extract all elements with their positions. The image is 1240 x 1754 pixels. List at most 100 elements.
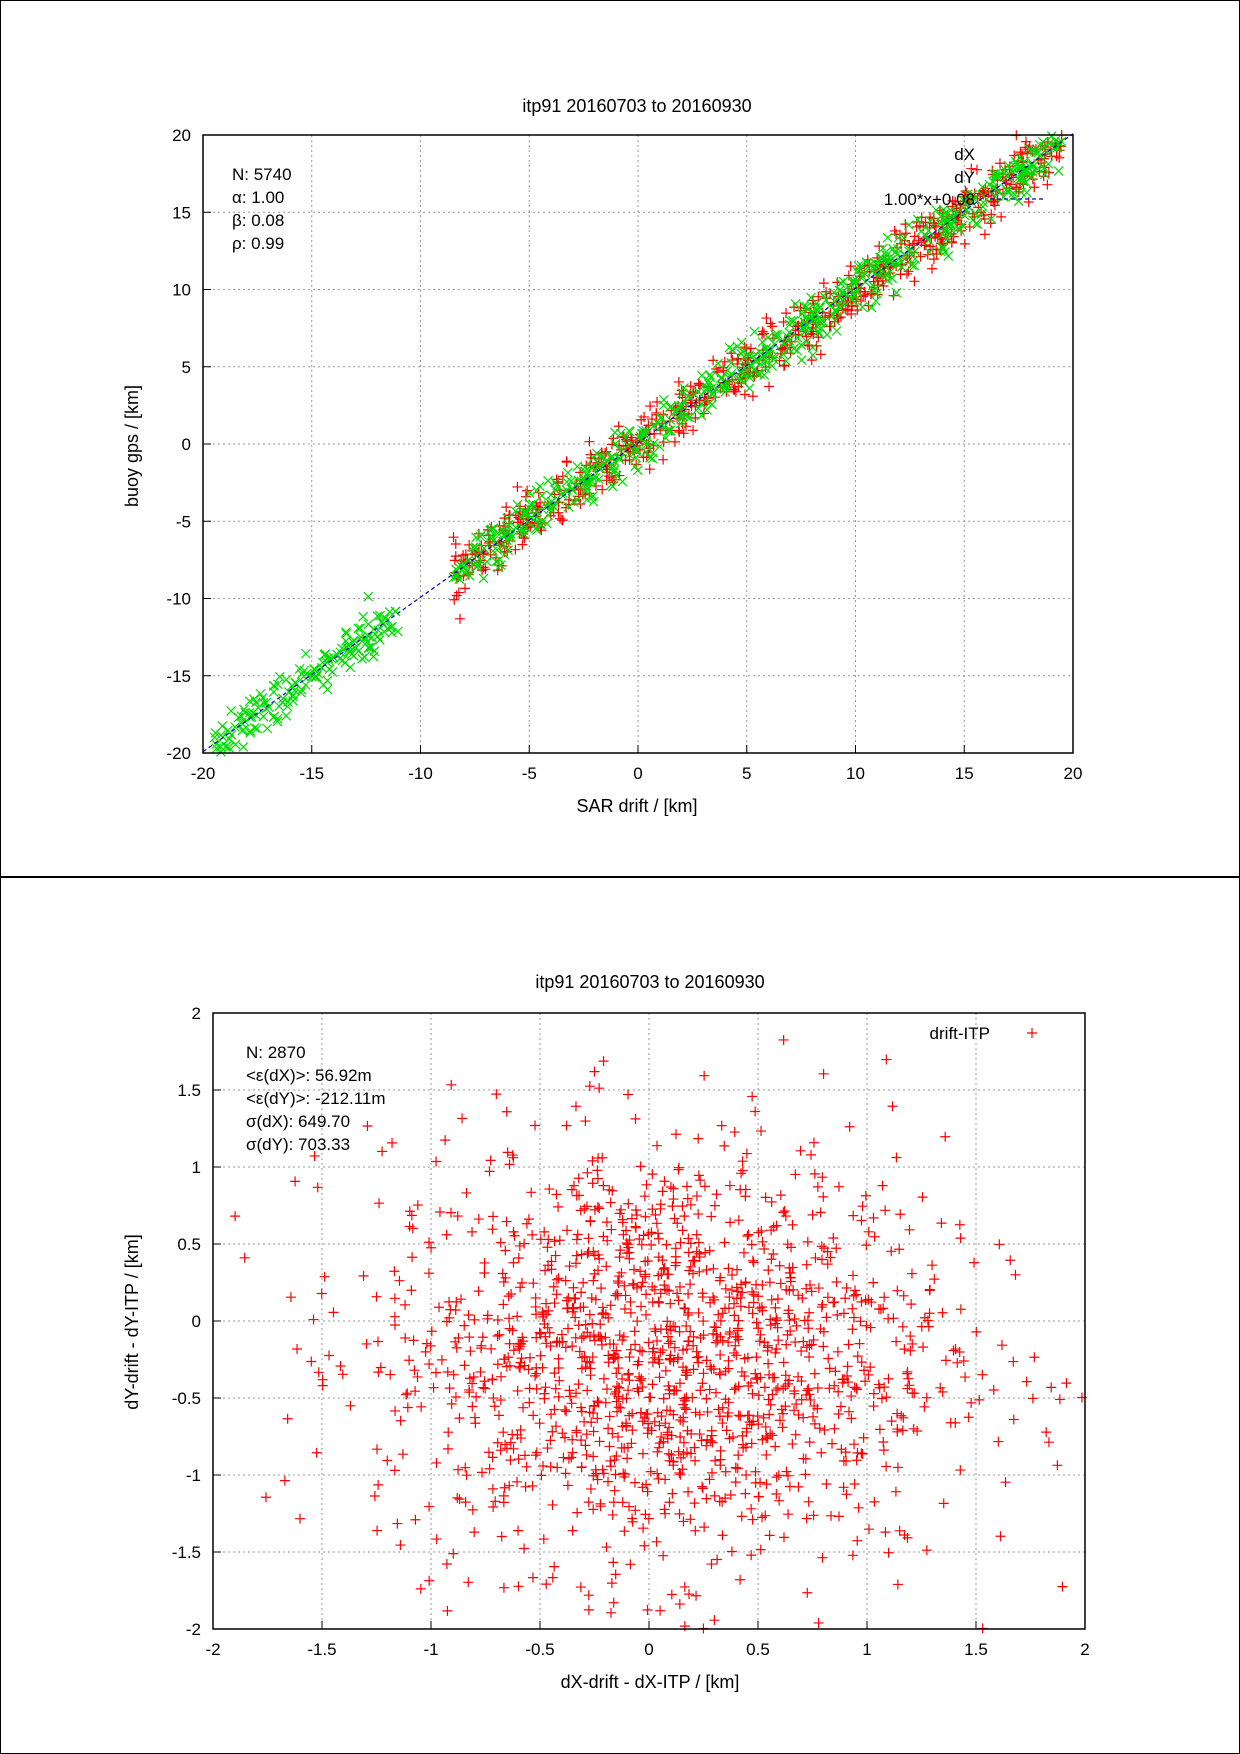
data-point-drift-itp [671,1129,682,1140]
data-point-drift-itp [789,1388,800,1399]
data-point-drift-itp [849,1479,860,1490]
data-point-drift-itp [806,1149,817,1160]
data-point-drift-itp [875,1304,886,1315]
data-point-drift-itp [726,1285,737,1296]
data-point-drift-itp [390,1405,401,1416]
data-point-drift-itp [588,1451,599,1462]
data-point-drift-itp [583,1590,594,1601]
data-point-drift-itp [540,1265,551,1276]
data-point-dy [801,336,812,347]
data-point-dx [932,232,943,243]
data-point-drift-itp [771,1385,782,1396]
data-point-drift-itp [921,1392,932,1403]
data-point-dy [754,369,765,380]
data-point-drift-itp [601,1217,612,1228]
data-point-dy [369,646,380,657]
data-point-drift-itp [506,1288,517,1299]
data-point-dy [274,671,285,682]
data-point-drift-itp [723,1337,734,1348]
data-point-drift-itp [373,1336,383,1347]
data-point-drift-itp [573,1379,584,1390]
data-point-dy [1029,146,1040,157]
data-point-drift-itp [881,1054,892,1065]
data-point-drift-itp [571,1234,582,1245]
data-point-drift-itp [840,1293,851,1304]
data-point-drift-itp [801,1259,812,1270]
data-point-dy [380,613,390,624]
data-point-drift-itp [873,1379,884,1390]
data-point-dy [1022,165,1033,175]
data-point-dy [702,405,713,415]
data-point-drift-itp [660,1508,671,1519]
data-point-drift-itp [898,1290,909,1301]
data-point-dy [724,342,735,353]
data-point-dy [957,220,968,231]
data-point-dy [591,448,602,459]
data-point-drift-itp [865,1362,876,1373]
data-point-drift-itp [630,1113,641,1124]
data-point-dy [322,675,333,686]
data-point-dx [464,539,475,550]
data-point-drift-itp [611,1396,622,1407]
data-point-drift-itp [431,1367,442,1378]
data-point-drift-itp [808,1411,819,1422]
data-point-drift-itp [821,1312,832,1323]
data-point-drift-itp [639,1191,650,1202]
x-tick-label: -2 [205,1640,220,1659]
data-point-drift-itp [746,1239,757,1250]
data-point-drift-itp [535,1234,546,1245]
data-point-dy [706,382,717,393]
data-point-drift-itp [475,1366,486,1377]
data-point-drift-itp [609,1388,620,1399]
data-point-dy [683,391,694,402]
data-point-drift-itp [630,1204,641,1215]
data-point-drift-itp [641,1409,652,1420]
data-point-drift-itp [815,1207,826,1218]
data-point-drift-itp [848,1270,859,1281]
data-point-dx [674,427,685,438]
data-point-dx [551,474,562,485]
legend-sample-dx [1017,149,1027,159]
data-point-drift-itp [673,1446,684,1457]
data-point-drift-itp [806,1286,817,1297]
data-point-drift-itp [467,1226,478,1237]
data-point-dy [358,611,369,622]
data-point-drift-itp [712,1554,723,1565]
data-point-drift-itp [660,1365,671,1376]
data-point-drift-itp [659,1280,670,1291]
data-point-dx [669,436,680,447]
data-point-dy [912,214,923,225]
data-point-dy [568,497,579,508]
data-point-drift-itp [743,1302,754,1313]
data-point-drift-itp [627,1425,638,1436]
data-point-drift-itp [804,1307,815,1318]
data-point-dy [891,287,902,298]
data-point-drift-itp [635,1161,646,1172]
data-point-drift-itp [601,1542,612,1553]
data-point-dx [909,276,920,287]
data-point-drift-itp [710,1455,721,1466]
data-point-drift-itp [572,1229,583,1240]
data-point-drift-itp [613,1402,624,1413]
data-point-drift-itp [819,1424,830,1435]
data-point-dy [593,462,604,473]
data-point-dy [978,201,988,212]
data-point-drift-itp [431,1156,442,1167]
data-point-drift-itp [733,1334,744,1345]
data-point-drift-itp [753,1323,764,1334]
data-point-drift-itp [544,1327,555,1338]
data-point-drift-itp [690,1455,701,1466]
data-point-dy [744,372,755,383]
data-point-drift-itp [746,1438,757,1449]
data-point-dx [874,241,885,252]
data-point-dy [761,343,772,353]
data-point-drift-itp [515,1282,526,1293]
data-point-drift-itp [588,1275,599,1286]
data-point-drift-itp [549,1561,560,1572]
data-point-drift-itp [790,1429,801,1440]
data-point-drift-itp [444,1383,455,1394]
data-point-drift-itp [679,1393,690,1404]
data-point-dy [450,564,461,575]
data-point-drift-itp [891,1152,902,1163]
data-point-drift-itp [614,1271,625,1282]
